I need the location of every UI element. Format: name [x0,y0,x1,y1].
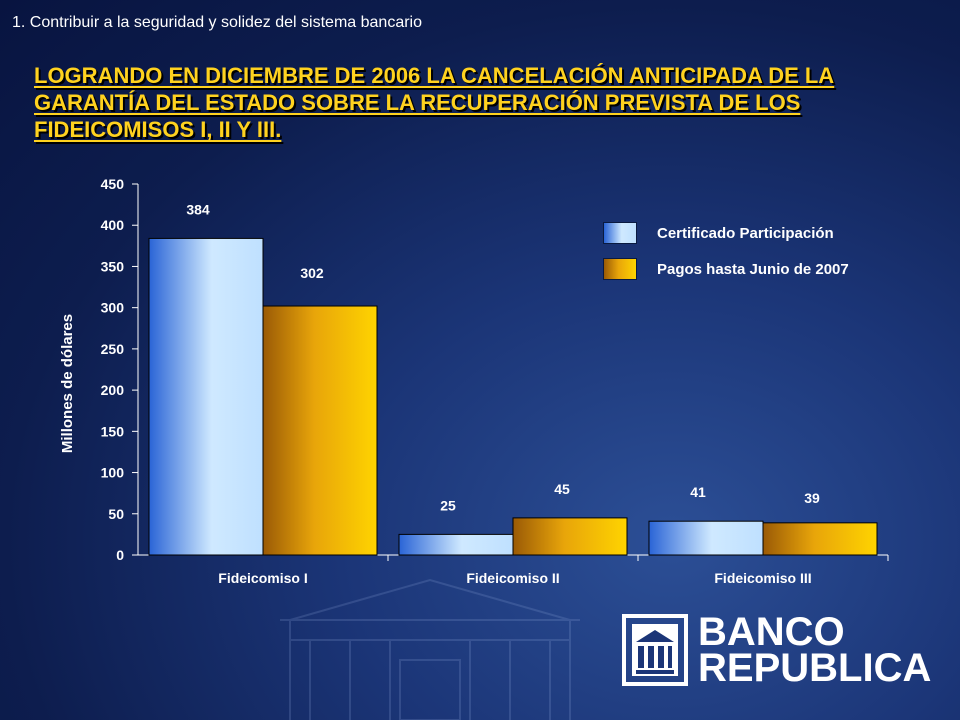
chart-bars [148,237,878,556]
data-label: 41 [690,484,706,500]
bar-pagos [512,517,628,556]
y-tick-label: 50 [108,506,124,522]
y-tick-label: 350 [101,258,125,274]
legend-swatch-certificado [603,222,637,244]
y-tick-label: 250 [101,341,125,357]
legend-label: Certificado Participación [657,224,834,242]
data-label: 39 [804,490,820,506]
bar-certificado [398,533,514,556]
data-label: 25 [440,497,456,513]
legend-item: Certificado Participación [603,222,849,244]
legend-item: Pagos hasta Junio de 2007 [603,258,849,280]
building-watermark [280,578,580,720]
chart-labels: 384 302 25 45 41 39 [186,201,820,513]
y-axis-label: Millones de dólares [59,314,76,453]
y-tick-label: 300 [101,300,125,316]
bar-certificado [148,237,264,556]
x-tick-label: Fideicomiso I [218,570,307,586]
data-label: 384 [186,201,210,217]
bar-pagos [762,522,878,556]
bar-certificado [648,520,764,556]
logo-line-2: REPUBLICA [698,646,932,690]
y-tick-label: 0 [116,547,124,563]
legend-label: Pagos hasta Junio de 2007 [657,260,849,278]
data-label: 302 [300,265,324,281]
y-tick-label: 150 [101,423,125,439]
y-tick-label: 400 [101,217,125,233]
y-tick-label: 100 [101,465,125,481]
x-tick-label: Fideicomiso III [714,570,811,586]
logo-wordmark: BANCO REPUBLICA [698,610,932,690]
bank-emblem-icon [622,614,688,686]
y-tick-label: 450 [101,176,125,192]
banco-republica-logo: BANCO REPUBLICA [622,610,932,690]
data-label: 45 [554,481,570,497]
bar-pagos [262,305,378,556]
slide-headline: LOGRANDO EN DICIEMBRE DE 2006 LA CANCELA… [34,63,835,142]
section-title: 1. Contribuir a la seguridad y solidez d… [12,14,422,31]
logo-line-1: BANCO [698,610,845,654]
legend-swatch-pagos [603,258,637,280]
x-tick-label: Fideicomiso II [466,570,559,586]
chart-legend: Certificado Participación Pagos hasta Ju… [603,222,849,294]
y-tick-label: 200 [101,382,125,398]
